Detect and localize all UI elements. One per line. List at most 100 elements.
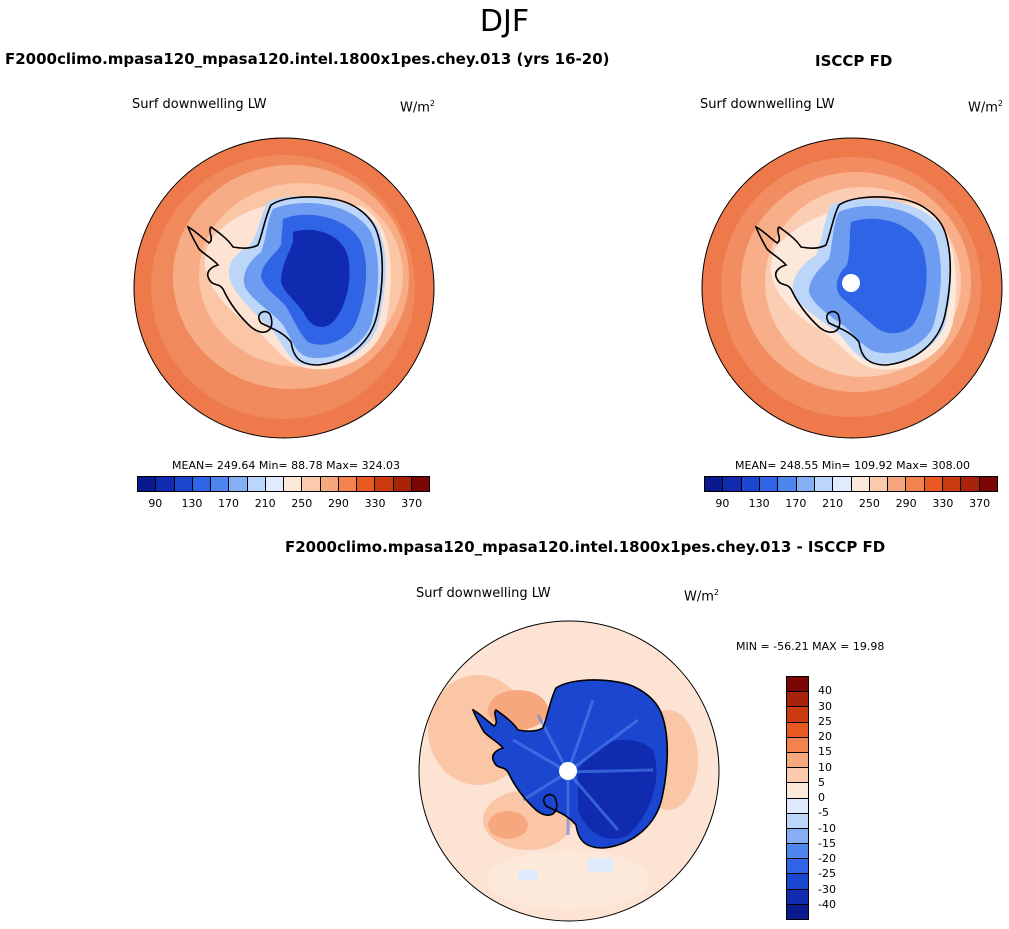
diff-colorbar-swatch xyxy=(787,752,808,769)
obs-colorbar-tick-label: 130 xyxy=(748,497,770,510)
diff-colorbar-tick-label: -15 xyxy=(818,836,836,850)
obs-colorbar-tick-label: 290 xyxy=(895,497,917,510)
diff-colorbar-tick-label: -5 xyxy=(818,806,829,820)
obs-variable-label: Surf downwelling LW xyxy=(700,97,835,112)
diff-colorbar-tick-label: 25 xyxy=(818,714,832,728)
diff-colorbar-tick-label: 20 xyxy=(818,730,832,743)
model-antarctica-coastline xyxy=(186,196,384,366)
diff-radial-artifacts xyxy=(512,699,654,835)
diff-variable-label: Surf downwelling LW xyxy=(416,586,551,601)
diff-colorbar-tick-label: 5 xyxy=(818,775,825,789)
obs-units-label: W/m2 xyxy=(968,99,1003,116)
obs-colorbar-swatch xyxy=(759,477,779,491)
model-colorbar-swatch xyxy=(229,477,248,491)
obs-pole-hole xyxy=(842,274,860,292)
diff-colorbar-tick-label: -25 xyxy=(818,867,836,881)
obs-colorbar-swatch xyxy=(979,477,997,491)
diff-cool-patch-south2 xyxy=(518,870,538,880)
model-colorbar-swatch xyxy=(265,477,284,491)
obs-stats-label: MEAN= 248.55 Min= 109.92 Max= 308.00 xyxy=(735,459,971,472)
model-colorbar-swatch xyxy=(211,477,230,491)
diff-warm-patch-sw2 xyxy=(488,811,528,839)
diff-colorbar-swatch xyxy=(787,722,808,738)
obs-colorbar-tick-label: 210 xyxy=(822,497,844,510)
model-colorbar xyxy=(137,476,430,492)
obs-colorbar-swatch xyxy=(906,477,925,491)
obs-colorbar-tick-label: 370 xyxy=(969,497,991,510)
model-colorbar-swatch xyxy=(156,477,175,491)
model-colorbar-tick-label: 250 xyxy=(291,497,313,510)
diff-stats-label: MIN = -56.21 MAX = 19.98 xyxy=(736,640,885,653)
obs-colorbar-tick-label: 90 xyxy=(715,497,730,510)
diff-colorbar-tick-label: -20 xyxy=(818,852,836,865)
diff-units-label: W/m2 xyxy=(684,588,719,605)
model-units-label: W/m2 xyxy=(400,99,435,116)
diff-polar-map xyxy=(418,620,720,922)
model-colorbar-swatch xyxy=(174,477,193,491)
model-colorbar-swatch xyxy=(138,477,157,491)
obs-colorbar-swatch xyxy=(741,477,760,491)
diff-colorbar-tick-label: -30 xyxy=(818,882,836,896)
model-antarctica-plateau xyxy=(281,229,350,327)
obs-colorbar-swatch xyxy=(778,477,797,491)
model-colorbar-swatch xyxy=(411,477,429,491)
model-colorbar-tick-label: 210 xyxy=(254,497,276,510)
obs-colorbar-swatch xyxy=(943,477,962,491)
model-colorbar-swatch xyxy=(357,477,376,491)
diff-colorbar xyxy=(786,676,809,920)
diff-colorbar-tick-label: 10 xyxy=(818,760,832,774)
diff-colorbar-tick-label: -40 xyxy=(818,897,836,911)
obs-colorbar-swatch xyxy=(924,477,944,491)
model-colorbar-swatch xyxy=(247,477,266,491)
obs-colorbar-swatch xyxy=(796,477,815,491)
diff-colorbar-swatch xyxy=(787,737,808,753)
obs-polar-map xyxy=(701,137,1003,439)
model-colorbar-swatch xyxy=(338,477,357,491)
model-panel-title: F2000climo.mpasa120_mpasa120.intel.1800x… xyxy=(5,50,610,68)
diff-cool-patch-south xyxy=(588,858,613,872)
diff-colorbar-tick-label: 0 xyxy=(818,791,825,804)
diff-colorbar-swatch xyxy=(787,813,808,829)
model-colorbar-swatch xyxy=(284,477,303,491)
obs-colorbar-swatch xyxy=(705,477,724,491)
diff-colorbar-swatch xyxy=(787,859,808,875)
model-polar-map xyxy=(133,137,435,439)
obs-colorbar-swatch xyxy=(833,477,852,491)
season-title: DJF xyxy=(479,4,530,39)
diff-colorbar-swatch xyxy=(787,904,808,919)
diff-antarctica-coastline xyxy=(471,679,669,849)
diff-colorbar-tick-label: 15 xyxy=(818,745,832,759)
model-colorbar-swatch xyxy=(302,477,321,491)
obs-colorbar-swatch xyxy=(851,477,870,491)
obs-antarctica-coastline xyxy=(754,196,952,366)
diff-panel-title: F2000climo.mpasa120_mpasa120.intel.1800x… xyxy=(285,538,886,556)
obs-panel-title: ISCCP FD xyxy=(815,52,893,70)
diff-colorbar-swatch xyxy=(787,874,808,890)
diff-colorbar-swatch xyxy=(787,889,808,905)
obs-colorbar-tick-label: 330 xyxy=(932,497,954,510)
diff-colorbar-tick-label: -10 xyxy=(818,821,836,835)
diff-antarctica-strong-negative xyxy=(578,739,657,839)
model-colorbar-tick-label: 90 xyxy=(148,497,163,510)
diff-colorbar-swatch xyxy=(787,844,808,860)
model-colorbar-tick-label: 170 xyxy=(218,497,240,510)
diff-colorbar-swatch xyxy=(787,828,808,845)
obs-colorbar-swatch xyxy=(723,477,742,491)
model-colorbar-tick-label: 370 xyxy=(401,497,423,510)
diff-colorbar-swatch xyxy=(787,692,808,708)
diff-pole-hole xyxy=(559,762,577,780)
obs-colorbar-tick-label: 170 xyxy=(785,497,807,510)
diff-near-zero-south xyxy=(488,850,648,910)
model-colorbar-swatch xyxy=(375,477,394,491)
model-colorbar-swatch xyxy=(393,477,412,491)
model-variable-label: Surf downwelling LW xyxy=(132,97,267,112)
model-stats-label: MEAN= 249.64 Min= 88.78 Max= 324.03 xyxy=(172,459,401,472)
model-colorbar-tick-label: 290 xyxy=(327,497,349,510)
model-colorbar-tick-label: 330 xyxy=(364,497,386,510)
obs-colorbar-swatch xyxy=(869,477,889,491)
diff-colorbar-swatch xyxy=(787,798,808,814)
model-colorbar-swatch xyxy=(192,477,211,491)
obs-colorbar-swatch xyxy=(888,477,907,491)
obs-antarctica-interior xyxy=(836,218,927,334)
model-colorbar-tick-label: 130 xyxy=(181,497,203,510)
